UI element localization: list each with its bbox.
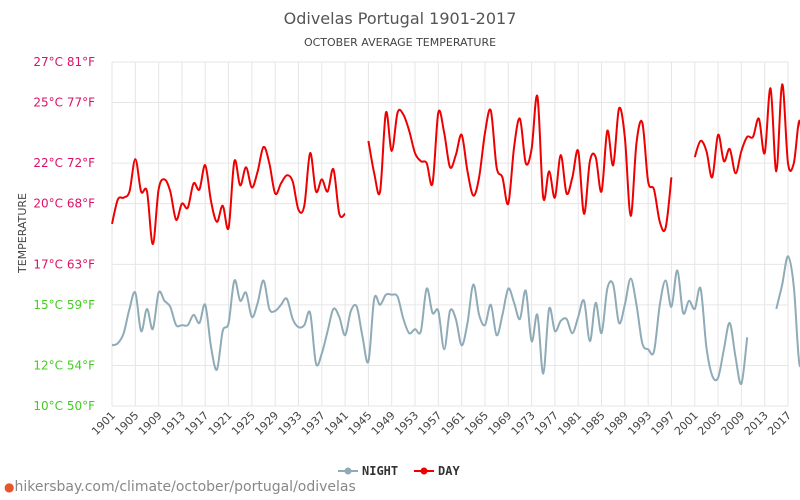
x-tick-label: 2017 — [765, 409, 794, 438]
series-lines — [111, 83, 800, 385]
y-tick-label: 25°C 77°F — [33, 95, 95, 109]
x-tick-label: 1981 — [555, 409, 584, 438]
x-tick-label: 1997 — [649, 409, 678, 438]
x-tick-label: 1917 — [182, 409, 211, 438]
x-tick-label: 1933 — [276, 409, 305, 438]
x-tick-label: 1909 — [136, 409, 165, 438]
source-text: hikersbay.com/climate/october/portugal/o… — [14, 479, 356, 495]
x-tick-label: 1925 — [229, 409, 258, 438]
x-tick-label: 1921 — [206, 409, 235, 438]
source-link[interactable]: ●hikersbay.com/climate/october/portugal/… — [4, 479, 356, 495]
x-tick-label: 1969 — [485, 409, 514, 438]
legend-label: NIGHT — [362, 464, 398, 478]
x-tick-label: 1937 — [299, 409, 328, 438]
x-tick-label: 1957 — [415, 409, 444, 438]
y-tick-label: 17°C 63°F — [33, 257, 95, 271]
series-line-night — [775, 255, 800, 368]
x-tick-label: 1989 — [602, 409, 631, 438]
y-tick-label: 20°C 68°F — [33, 197, 95, 211]
x-tick-label: 2013 — [742, 409, 771, 438]
x-tick-label: 1965 — [462, 409, 491, 438]
x-tick-label: 1973 — [509, 409, 538, 438]
legend-marker — [344, 467, 352, 475]
chart-title: Odivelas Portugal 1901-2017 — [284, 9, 517, 28]
y-tick-label: 10°C 50°F — [33, 399, 95, 413]
y-axis-ticks: 10°C 50°F 12°C 54°F 15°C 59°F 17°C 63°F 20°C… — [33, 55, 95, 413]
x-tick-label: 1945 — [346, 409, 375, 438]
legend-item-night[interactable]: NIGHT — [338, 464, 398, 478]
y-tick-label: 22°C 72°F — [33, 156, 95, 170]
x-tick-label: 1961 — [439, 409, 468, 438]
legend[interactable]: NIGHT DAY — [338, 464, 460, 478]
y-axis-label: TEMPERATURE — [16, 193, 29, 274]
x-tick-label: 1953 — [392, 409, 421, 438]
x-tick-label: 2005 — [695, 409, 724, 438]
x-tick-label: 2009 — [719, 409, 748, 438]
x-tick-label: 1941 — [322, 409, 351, 438]
x-tick-label: 1949 — [369, 409, 398, 438]
x-tick-label: 1913 — [159, 409, 188, 438]
location-pin-icon: ● — [4, 480, 15, 494]
x-tick-label: 1905 — [112, 409, 141, 438]
series-line-day — [693, 83, 800, 179]
x-tick-label: 2001 — [672, 409, 701, 438]
legend-item-day[interactable]: DAY — [414, 464, 460, 478]
x-axis-ticks: 1901190519091913191719211925192919331937… — [89, 409, 794, 438]
y-tick-label: 15°C 59°F — [33, 298, 95, 312]
x-tick-label: 1929 — [252, 409, 281, 438]
chart-subtitle: OCTOBER AVERAGE TEMPERATURE — [304, 36, 496, 49]
x-tick-label: 1985 — [579, 409, 608, 438]
y-tick-label: 27°C 81°F — [33, 55, 95, 69]
legend-marker — [420, 467, 428, 475]
grid-lines — [111, 61, 789, 407]
x-tick-label: 1901 — [89, 409, 118, 438]
x-tick-label: 1977 — [532, 409, 561, 438]
series-line-day — [367, 94, 673, 232]
series-line-day — [111, 145, 346, 246]
y-tick-label: 12°C 54°F — [33, 359, 95, 373]
series-line-night — [111, 269, 749, 385]
legend-label: DAY — [438, 464, 460, 478]
x-tick-label: 1993 — [625, 409, 654, 438]
